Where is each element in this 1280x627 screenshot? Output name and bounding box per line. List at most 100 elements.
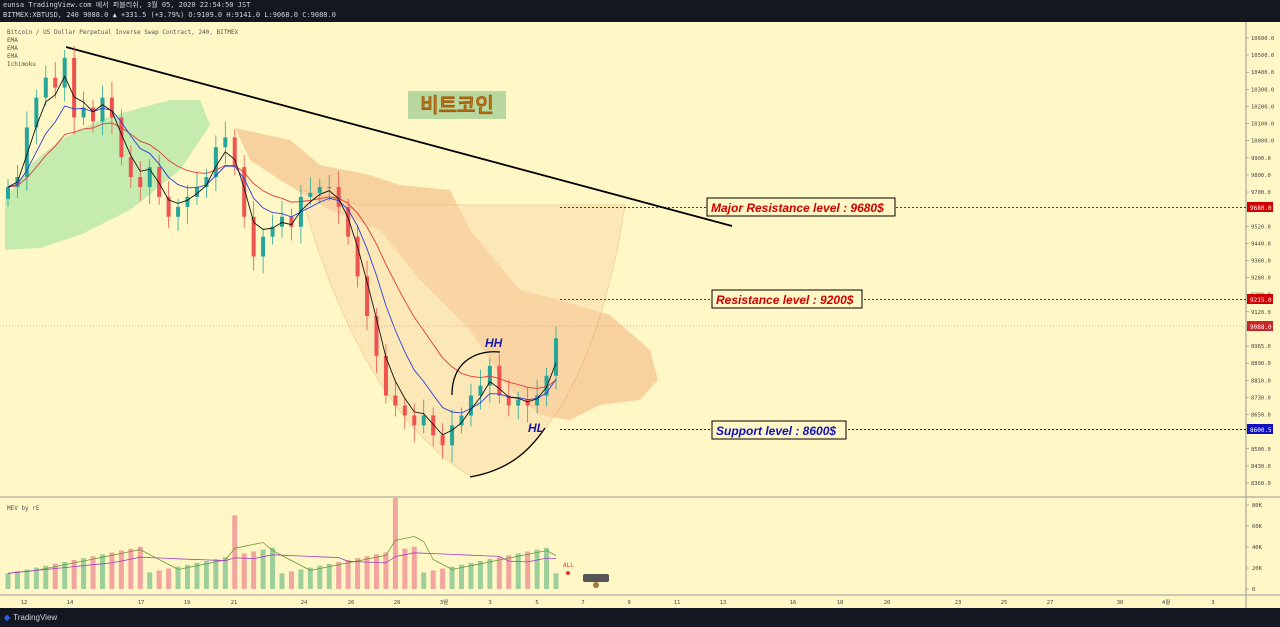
volume-bars xyxy=(5,498,559,589)
candle xyxy=(440,423,445,460)
logo-widget-dot xyxy=(593,582,599,588)
candle xyxy=(147,159,152,204)
time-tick-label: 28 xyxy=(394,600,401,606)
candle xyxy=(421,399,426,434)
time-tick-label: 3 xyxy=(488,600,491,606)
hl-label: HL xyxy=(528,421,544,435)
volume-bar xyxy=(364,556,370,589)
price-tick-label: 9700.0 xyxy=(1251,190,1271,196)
time-tick-label: 18 xyxy=(837,600,844,606)
candle xyxy=(468,383,473,427)
candle xyxy=(270,214,275,245)
candle xyxy=(431,407,436,447)
resistance-label: Resistance level : 9200$ xyxy=(716,293,854,307)
volume-bar xyxy=(279,573,285,589)
candle xyxy=(100,85,105,136)
price-tick-label: 8500.0 xyxy=(1251,447,1271,453)
volume-bar xyxy=(24,569,30,589)
volume-tick-label: 80K xyxy=(1252,503,1263,509)
all-label: ALL xyxy=(563,562,574,569)
hh-arc xyxy=(451,351,501,396)
price-tick-label: 10300.0 xyxy=(1251,87,1274,93)
time-tick-label: 3 xyxy=(1211,600,1214,606)
indicator-ichimoku[interactable]: Ichimoku xyxy=(7,61,36,68)
candle xyxy=(213,135,218,191)
volume-bar xyxy=(33,567,39,589)
volume-bar xyxy=(251,551,257,589)
major-resistance-label: Major Resistance level : 9680$ xyxy=(711,201,884,215)
volume-axis: 80K 60K 40K 20K 0 xyxy=(1246,503,1263,593)
time-tick-label: 25 xyxy=(1001,600,1008,606)
volume-bar xyxy=(402,548,408,589)
time-tick-label: 30 xyxy=(1117,600,1124,606)
volume-bar xyxy=(203,560,209,589)
volume-bar xyxy=(430,570,436,589)
candle xyxy=(72,45,77,135)
hl-arc xyxy=(469,427,546,478)
price-tick-label: 8890.0 xyxy=(1251,361,1271,367)
tradingview-logo-icon: ◈ xyxy=(4,613,11,622)
price-tick-label: 8650.0 xyxy=(1251,413,1271,419)
indicator-ema-2[interactable]: EMA xyxy=(7,45,18,52)
volume-tick-label: 0 xyxy=(1252,587,1255,593)
candle xyxy=(119,109,124,166)
price-tick-label: 8810.0 xyxy=(1251,378,1271,384)
volume-bar xyxy=(468,562,474,589)
volume-bar xyxy=(241,553,247,589)
time-axis: 12 14 17 19 21 24 26 28 3월 3 5 7 9 11 13 16 18 20 23 25 27 30… xyxy=(21,598,1215,606)
candle xyxy=(393,379,398,417)
candle xyxy=(204,169,209,198)
indicator-ema-1[interactable]: EMA xyxy=(7,37,18,44)
price-tag-major xyxy=(1247,202,1273,212)
candle xyxy=(34,89,39,145)
candle xyxy=(516,391,521,420)
price-tag-major-text: 9680.0 xyxy=(1250,205,1272,212)
ema-slow-line xyxy=(7,122,557,389)
volume-bar xyxy=(355,558,361,589)
volume-bar xyxy=(43,565,49,589)
volume-bar xyxy=(118,550,124,589)
candle xyxy=(232,129,237,176)
candle xyxy=(261,228,266,274)
price-tag-support-text: 8600.5 xyxy=(1250,427,1272,434)
volume-bar xyxy=(298,569,304,589)
volume-bar xyxy=(544,547,550,589)
candle xyxy=(6,179,10,207)
price-tick-label: 10600.0 xyxy=(1251,36,1274,42)
time-tick-label: 26 xyxy=(348,600,355,606)
candle xyxy=(450,409,455,463)
volume-bar xyxy=(326,563,332,589)
volume-bar xyxy=(345,560,351,589)
price-chart[interactable]: HH HL 비트코인 Major Resistance level : 9680… xyxy=(0,22,1280,608)
downtrend-line xyxy=(65,46,733,227)
volume-bar xyxy=(260,549,266,589)
resistance-label-box xyxy=(711,289,863,309)
volume-bar xyxy=(392,498,398,589)
tradingview-brand[interactable]: ◈ TradingView xyxy=(4,613,58,622)
volume-bar xyxy=(147,572,153,589)
symbol-ohlc: BITMEX:XBTUSD, 240 9088.0 ▲ +331.5 (+3.7… xyxy=(3,11,336,19)
volume-bar xyxy=(317,565,323,589)
volume-tick-label: 60K xyxy=(1252,524,1263,530)
candle xyxy=(554,326,558,390)
time-tick-label: 20 xyxy=(884,600,891,606)
volume-bar xyxy=(477,560,483,589)
time-tick-label: 17 xyxy=(138,600,145,606)
time-tick-label: 19 xyxy=(184,600,191,606)
indicator-ema-3[interactable]: EMA xyxy=(7,53,18,60)
price-tick-label: 10000.0 xyxy=(1251,139,1274,145)
volume-tick-label: 20K xyxy=(1252,566,1263,572)
volume-tick-label: 40K xyxy=(1252,545,1263,551)
volume-bar xyxy=(5,573,11,589)
volume-bar xyxy=(553,573,559,589)
candle xyxy=(346,198,351,245)
volume-bar xyxy=(383,552,389,589)
time-tick-label: 11 xyxy=(674,600,681,606)
volume-bar xyxy=(525,551,531,589)
candle xyxy=(402,397,407,430)
candle xyxy=(166,181,171,228)
price-tick-label: 9440.0 xyxy=(1251,241,1271,247)
symbol-title: Bitcoin / US Dollar Perpetual Inverse Sw… xyxy=(7,29,239,36)
time-tick-label: 14 xyxy=(67,600,74,606)
time-tick-label: 9 xyxy=(627,600,630,606)
